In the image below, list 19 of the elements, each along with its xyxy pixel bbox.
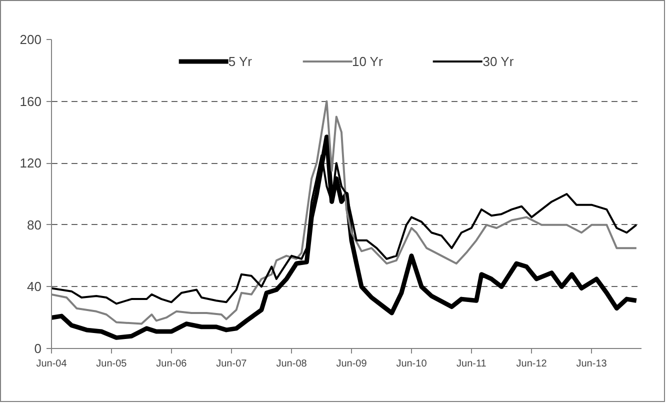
x-tick-label: Jun-08 [276,358,308,370]
y-tick-label: 40 [27,279,42,294]
x-tick-label: Jun-13 [576,358,608,370]
x-tick-label: Jun-05 [96,358,128,370]
x-tick-label: Jun-06 [156,358,188,370]
legend-label: 10 Yr [352,54,383,68]
y-tick-label: 80 [27,217,42,232]
y-tick-label: 160 [20,94,42,109]
x-tick-label: Jun-11 [456,358,487,370]
x-tick-label: Jun-04 [36,358,68,370]
y-tick-label: 0 [34,341,42,356]
x-tick-label: Jun-09 [336,358,368,370]
legend-label: 5 Yr [228,54,252,68]
x-tick-label: Jun-12 [516,358,548,370]
x-tick-label: Jun-07 [216,358,248,370]
legend-label: 30 Yr [482,54,514,68]
y-tick-label: 200 [20,32,42,47]
x-tick-label: Jun-10 [396,358,428,370]
y-tick-label: 120 [20,156,42,171]
